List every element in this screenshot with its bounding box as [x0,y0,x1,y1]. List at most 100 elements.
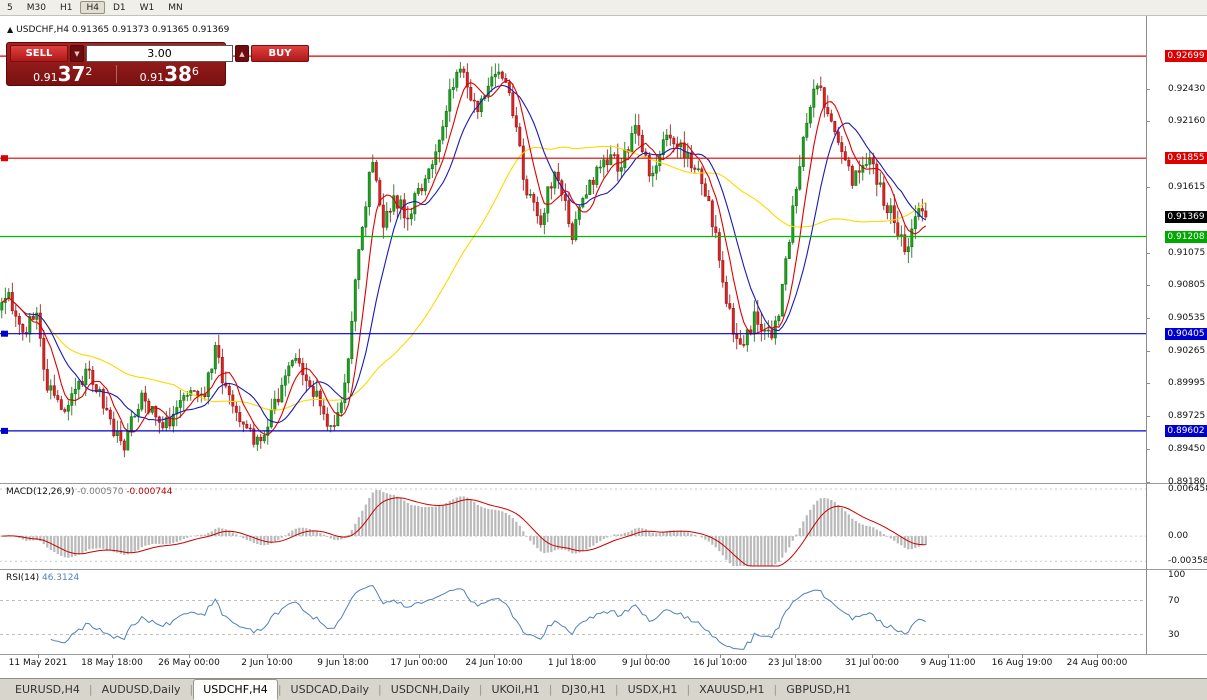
axis-separator [0,654,1207,655]
period-button-d1[interactable]: D1 [112,3,126,13]
price-axis-label: 0.89725 [1168,411,1206,421]
chart-tab-eurusd-h4[interactable]: EURUSD,H4 [15,683,80,696]
chart-tab-dj30-h1[interactable]: DJ30,H1 [561,683,606,696]
price-axis-tick [1146,482,1150,483]
date-axis-tick [343,654,344,658]
date-axis-tick [1022,654,1023,658]
date-axis-tick [267,654,268,658]
tab-separator: | [378,683,382,696]
price-axis-border [1146,16,1147,654]
price-axis-label: 0.90535 [1168,313,1206,323]
period-button-h4[interactable]: H4 [80,1,105,14]
date-axis-label: 24 Jun 10:00 [465,658,523,668]
sell-price-prefix: 0.91 [33,70,58,84]
rsi-indicator-pane[interactable] [0,570,1146,654]
ohlc-values: 0.91365 0.91373 0.91365 0.91369 [71,25,230,35]
date-axis-label: 18 May 18:00 [81,658,143,668]
period-button-w1[interactable]: W1 [139,3,155,13]
chart-tab-usdchf-h4[interactable]: USDCHF,H4 [193,679,278,700]
price-axis-tick [1146,449,1150,450]
rsi-axis-label: 30 [1168,630,1180,640]
period-button-5[interactable]: 5 [7,3,13,13]
date-axis-label: 16 Jul 10:00 [693,658,747,668]
price-axis-tick [1146,383,1150,384]
timeframe-toolbar: 5 M30 H1 H4 D1 W1 MN [0,0,1207,16]
date-axis-tick [494,654,495,658]
chart-tab-xauusd-h1[interactable]: XAUUSD,H1 [699,683,765,696]
price-axis-tick [1146,318,1150,319]
macd-indicator-label: MACD(12,26,9) -0.000570 -0.000744 [6,487,173,497]
pane-separator[interactable] [0,483,1207,484]
tab-separator: | [773,683,778,696]
date-axis-tick [38,654,39,658]
symbol-ohlc-line: ▲ USDCHF,H4 0.91365 0.91373 0.91365 0.913… [7,25,229,35]
price-axis-label: 0.90265 [1168,346,1206,356]
rsi-axis-label: 70 [1168,596,1180,606]
buy-price-sup: 6 [191,64,199,78]
date-axis-label: 16 Aug 19:00 [991,658,1053,668]
price-axis-tick [1146,351,1150,352]
lot-increase-button[interactable]: ▲ [235,45,249,62]
chart-tab-ukoil-h1[interactable]: UKOil,H1 [491,683,540,696]
date-axis-tick [795,654,796,658]
chart-tab-usdcad-daily[interactable]: USDCAD,Daily [290,683,370,696]
buy-button[interactable]: BUY [251,45,309,62]
buy-price-big: 38 [164,61,192,86]
period-button-h1[interactable]: H1 [59,3,73,13]
date-axis-label: 23 Jul 18:00 [768,658,822,668]
chart-tab-gbpusd-h1[interactable]: GBPUSD,H1 [786,683,852,696]
date-axis-tick [572,654,573,658]
date-axis-label: 2 Jun 10:00 [241,658,293,668]
price-level-badge: 0.91855 [1165,152,1207,164]
date-axis-label: 1 Jul 18:00 [547,658,597,668]
tab-separator: | [548,683,553,696]
oneclick-toggle-arrow[interactable]: ▲ [7,25,14,34]
date-axis-tick [112,654,113,658]
price-axis-label: 0.89450 [1168,444,1206,454]
date-axis-tick [872,654,873,658]
date-axis-tick [720,654,721,658]
tab-separator: | [614,683,619,696]
price-axis-label: 0.91075 [1168,248,1206,258]
chart-tab-usdx-h1[interactable]: USDX,H1 [627,683,678,696]
period-button-m30[interactable]: M30 [26,3,46,13]
price-axis-tick [1146,187,1150,188]
tab-separator: | [478,683,483,696]
date-axis-tick [646,654,647,658]
candlestick-chart[interactable] [0,16,1146,482]
tab-separator: | [686,683,691,696]
macd-indicator-pane[interactable] [0,484,1146,568]
price-axis-tick [1146,285,1150,286]
current-price-badge: 0.91369 [1165,211,1207,223]
tab-separator: | [88,683,93,696]
tab-separator: | [189,683,194,696]
buy-price[interactable]: 0.91 38 6 [117,64,223,84]
macd-title: MACD(12,26,9) [6,487,75,497]
chart-tab-usdcnh-daily[interactable]: USDCNH,Daily [390,683,470,696]
price-axis-label: 0.89180 [1168,477,1206,487]
macd-main-value: -0.000570 [77,487,124,497]
chart-tab-audusd-daily[interactable]: AUDUSD,Daily [101,683,181,696]
sell-price[interactable]: 0.91 37 2 [10,64,116,84]
date-axis-tick [948,654,949,658]
date-axis-label: 11 May 2021 [8,658,68,668]
date-axis-tick [189,654,190,658]
date-axis-label: 9 Jun 18:00 [317,658,369,668]
pane-separator[interactable] [0,569,1207,570]
date-axis-label: 9 Jul 00:00 [621,658,671,668]
date-axis-tick [1097,654,1098,658]
lot-decrease-button[interactable]: ▼ [70,45,84,62]
period-button-mn[interactable]: MN [168,3,183,13]
sell-price-sup: 2 [85,64,93,78]
lot-size-input[interactable] [86,45,233,62]
date-axis-label: 31 Jul 00:00 [845,658,899,668]
date-axis-label: 9 Aug 11:00 [920,658,976,668]
price-level-badge: 0.90405 [1165,328,1207,340]
date-axis-label: 17 Jun 00:00 [390,658,448,668]
price-axis-label: 0.89995 [1168,378,1206,388]
sell-button[interactable]: SELL [10,45,68,62]
price-axis-label: 0.92430 [1168,84,1206,94]
